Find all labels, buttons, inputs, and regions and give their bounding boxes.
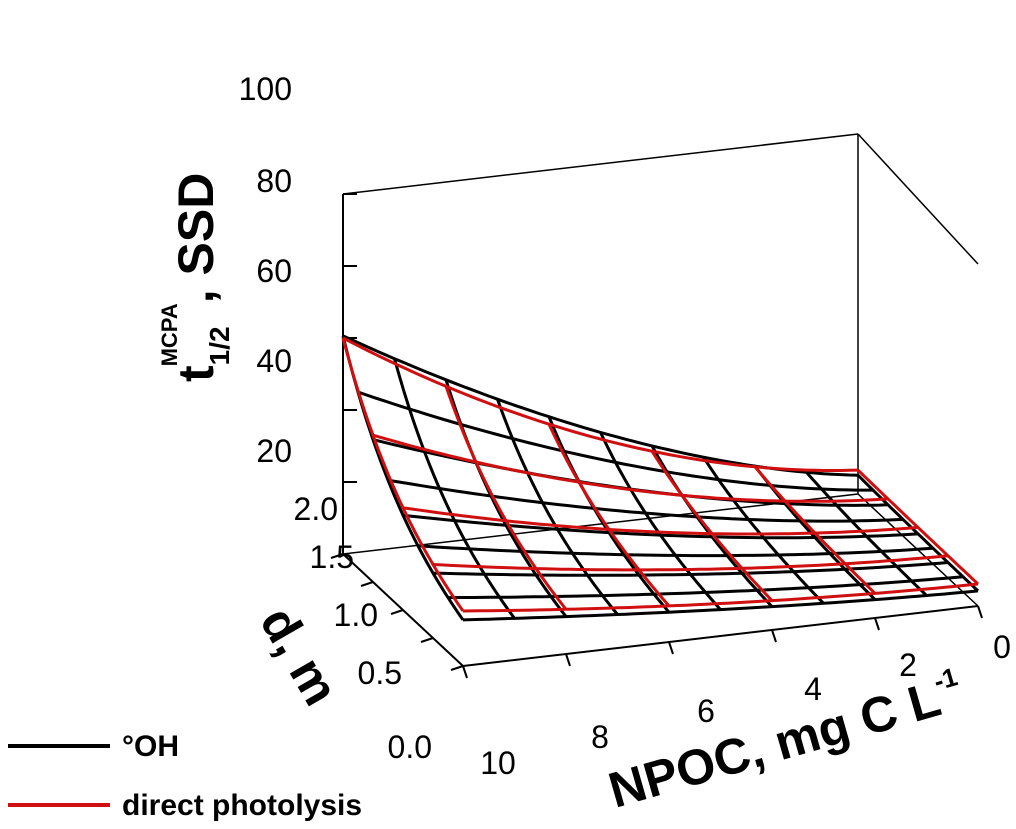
z-tick-label: 80	[256, 163, 292, 199]
direct-photolysis-depth-line	[372, 433, 889, 503]
series-direct-photolysis-mesh	[341, 336, 980, 613]
oh-npoc-line	[702, 456, 825, 605]
y-tick-label: 2.0	[294, 491, 338, 527]
x-tick-mark	[565, 653, 571, 667]
direct-photolysis-npoc-line	[753, 465, 877, 595]
x-axis-label: NPOC, mg C L-1	[602, 661, 969, 818]
oh-npoc-line	[393, 358, 516, 620]
y-tick-labels: 0.0 0.5 1.0 1.5 2.0	[294, 491, 432, 765]
top-side-edge	[857, 133, 979, 265]
x-tick-mark	[462, 665, 468, 679]
legend-item-oh: °OH	[8, 730, 179, 763]
direct-photolysis-npoc-line	[341, 337, 465, 612]
direct-photolysis-npoc-line	[547, 423, 671, 607]
x-tick-mark	[874, 617, 880, 631]
direct-photolysis-npoc-line	[856, 469, 980, 586]
x-tick-label: 10	[480, 745, 516, 781]
legend-item-direct-photolysis: direct photolysis	[8, 789, 362, 822]
legend: °OH direct photolysis	[8, 730, 362, 822]
y-tick-mark	[330, 553, 344, 559]
x-tick-label: 4	[804, 671, 822, 707]
y-tick-mark	[360, 581, 374, 587]
oh-depth-line	[342, 334, 859, 477]
y-tick-mark	[390, 609, 404, 615]
top-edge	[342, 133, 859, 195]
oh-npoc-line	[599, 431, 722, 611]
direct-photolysis-depth-line	[402, 506, 919, 536]
z-tick-label: 40	[256, 343, 292, 379]
z-axis-label: t1/2MCPA, SSD	[157, 173, 235, 382]
x-tick-mark	[668, 641, 674, 655]
y-tick-label: 1.5	[310, 539, 354, 575]
y-tick-mark	[420, 637, 434, 643]
legend-label-direct-photolysis: direct photolysis	[122, 789, 362, 822]
direct-photolysis-depth-line	[432, 554, 949, 572]
y-tick-label: 0.5	[358, 655, 402, 691]
x-tick-label: 2	[899, 647, 917, 683]
x-axis-line	[462, 605, 979, 667]
legend-label-oh: °OH	[122, 730, 179, 763]
y-tick-label: 1.0	[334, 597, 378, 633]
x-tick-mark	[977, 605, 983, 619]
x-tick-label: 0	[993, 629, 1011, 665]
direct-photolysis-npoc-line	[444, 385, 568, 611]
series-oh-mesh	[341, 334, 980, 622]
y-tick-label: 0.0	[388, 729, 432, 765]
z-tick-label: 100	[239, 71, 292, 107]
oh-npoc-line	[496, 398, 619, 616]
oh-npoc-line	[856, 474, 980, 592]
x-tick-mark	[771, 629, 777, 643]
direct-photolysis-npoc-line	[650, 450, 774, 602]
oh-npoc-line	[805, 471, 928, 597]
z-tick-label: 60	[256, 253, 292, 289]
direct-photolysis-depth-line	[342, 336, 859, 472]
z-tick-labels: 20 40 60 80 100	[239, 71, 292, 469]
z-tick-label: 20	[256, 433, 292, 469]
y-tick-mark	[450, 665, 464, 671]
x-tick-labels: 0 2 4 6 8 10	[480, 629, 1011, 781]
x-tick-label: 6	[697, 693, 715, 729]
x-tick-label: 8	[591, 719, 609, 755]
direct-photolysis-depth-line	[462, 582, 979, 613]
